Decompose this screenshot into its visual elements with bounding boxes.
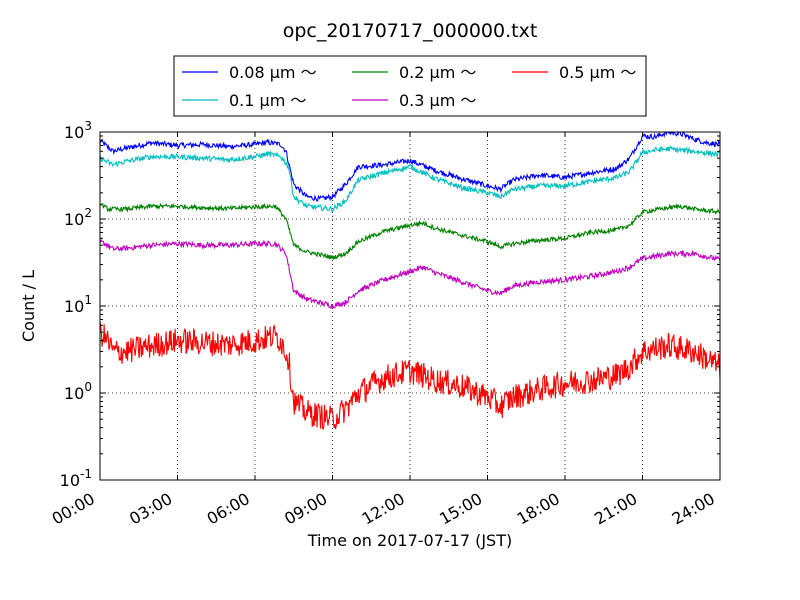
legend-label: 0.3 μm ～ <box>399 91 476 110</box>
x-tick-label: 09:00 <box>281 489 330 529</box>
series-line-1 <box>100 238 720 310</box>
y-tick-label: 100 <box>64 380 92 403</box>
y-tick-label: 10-1 <box>60 467 92 490</box>
y-tick-label: 101 <box>64 293 92 316</box>
x-tick-label: 03:00 <box>126 489 175 529</box>
x-tick-label: 06:00 <box>204 489 253 529</box>
x-tick-label: 24:00 <box>669 489 718 529</box>
x-tick-label: 18:00 <box>514 489 563 529</box>
chart-title: opc_20170717_000000.txt <box>283 20 538 42</box>
axis-ticks <box>99 131 721 481</box>
x-tick-labels: 00:00 03:00 06:00 09:00 12:00 15:00 18:00 21:00… <box>49 489 718 529</box>
legend-box <box>173 55 647 117</box>
x-tick-label: 21:00 <box>591 489 640 529</box>
x-tick-label: 12:00 <box>359 489 408 529</box>
legend-label: 0.08 μm ～ <box>229 63 317 82</box>
legend: 0.08 μm ～ 0.2 μm ～ 0.5 μm ～ 0.1 μm ～ 0.3 μm … <box>173 55 647 117</box>
y-tick-label: 103 <box>64 119 92 142</box>
legend-label: 0.5 μm ～ <box>559 63 636 82</box>
x-tick-label: 00:00 <box>49 489 98 529</box>
series-line-2 <box>100 145 720 213</box>
plot-area <box>99 131 721 481</box>
legend-items: 0.08 μm ～ 0.2 μm ～ 0.5 μm ～ 0.1 μm ～ 0.3 μm … <box>182 63 636 110</box>
y-tick-label: 102 <box>64 206 92 229</box>
y-tick-labels: 10-1 100 101 102 103 <box>60 119 92 490</box>
y-axis-label: Count / L <box>19 270 38 342</box>
x-tick-label: 15:00 <box>436 489 485 529</box>
legend-label: 0.2 μm ～ <box>399 63 476 82</box>
series-line-4 <box>100 321 720 430</box>
series-lines <box>100 132 720 430</box>
grid-lines <box>100 132 720 480</box>
x-axis-label: Time on 2017-07-17 (JST) <box>307 531 512 550</box>
series-line-0 <box>100 132 720 202</box>
series-line-3 <box>100 202 720 260</box>
legend-label: 0.1 μm ～ <box>229 91 306 110</box>
